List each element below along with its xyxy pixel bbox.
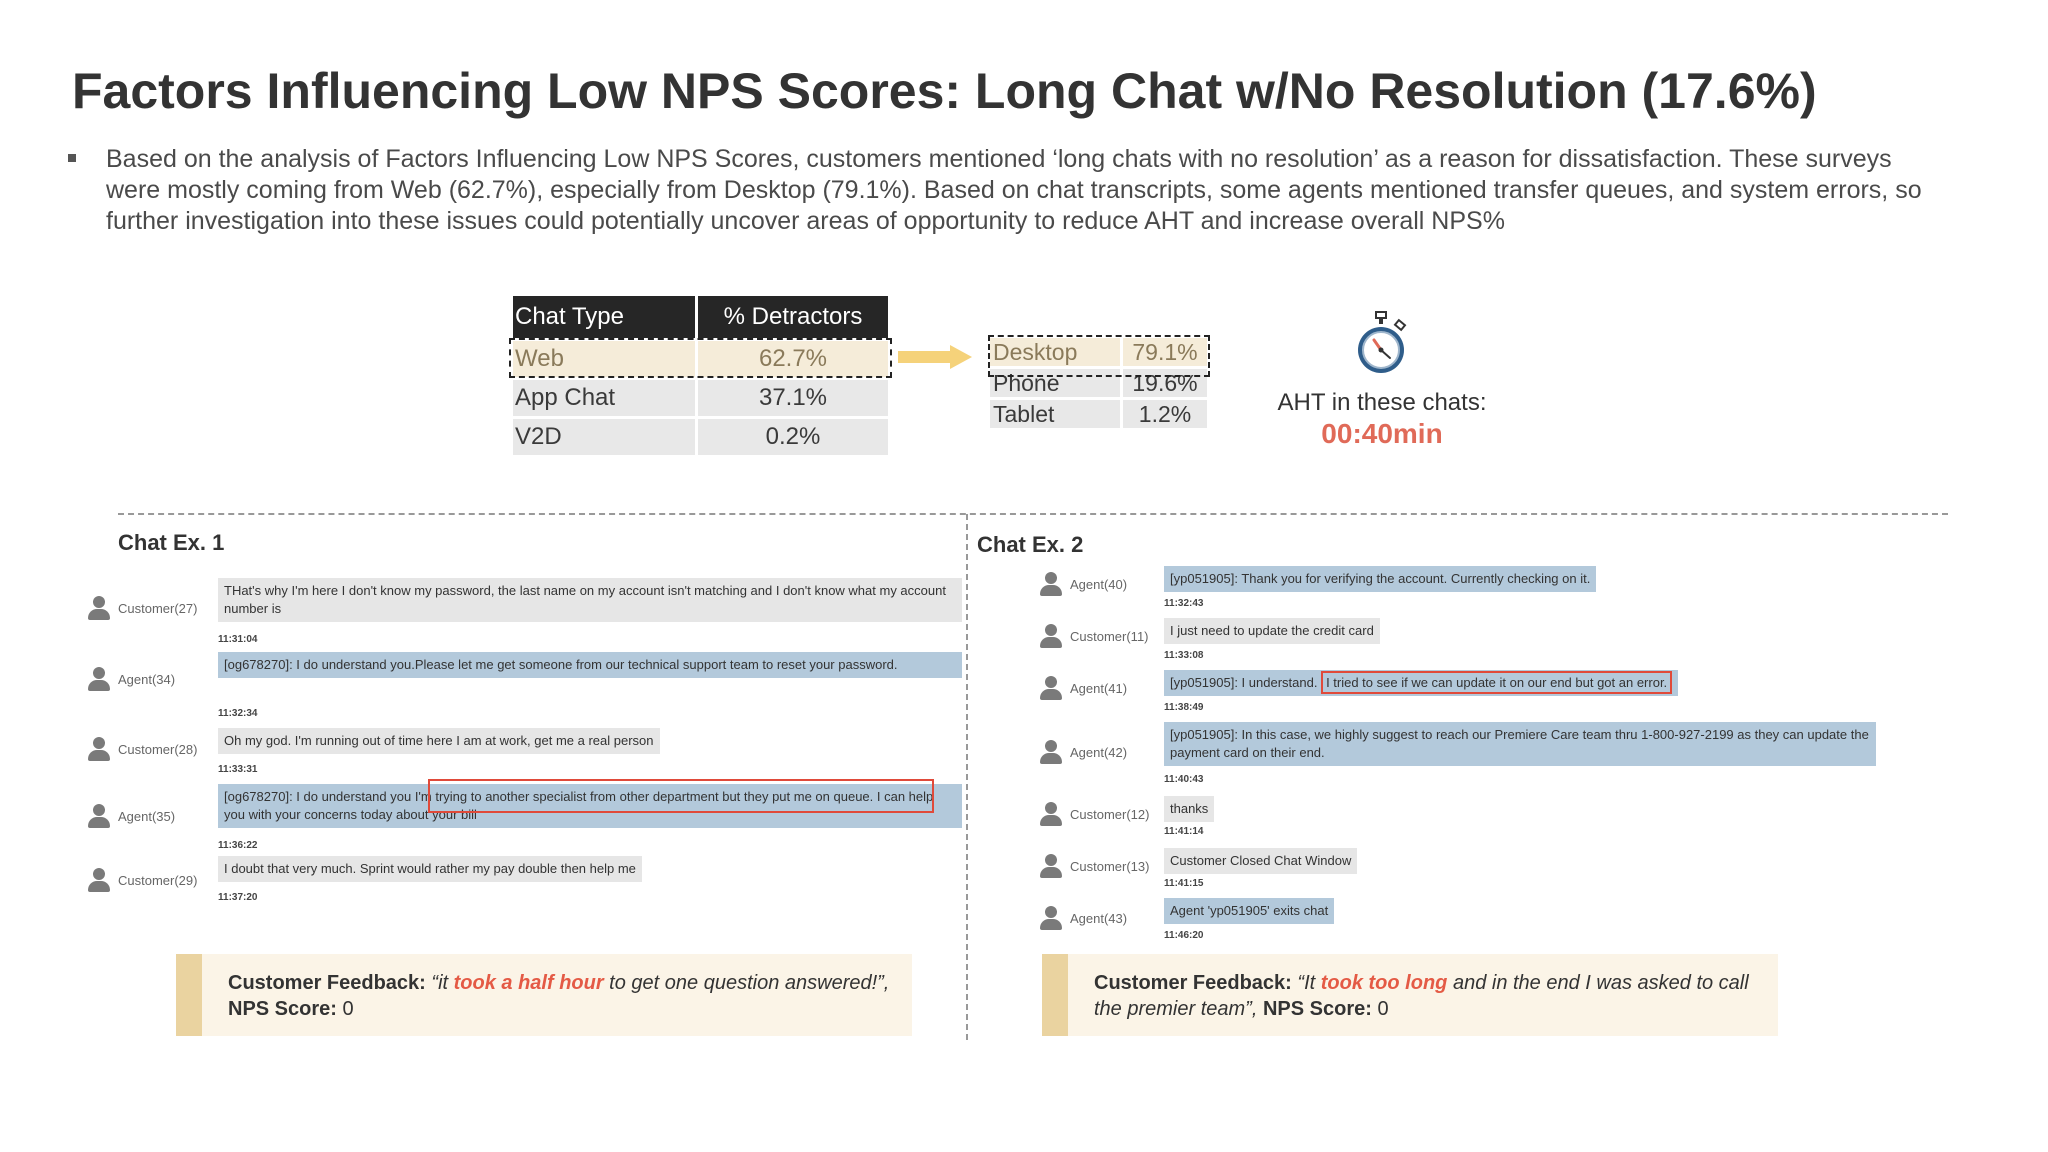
user-icon [88, 596, 110, 620]
chat-participant: Customer(11) [1040, 624, 1149, 648]
chat-timestamp: 11:31:04 [218, 634, 258, 645]
user-icon [88, 667, 110, 691]
chat-timestamp: 11:33:31 [218, 764, 258, 775]
highlight-box [428, 779, 934, 813]
row-value: 19.6% [1123, 369, 1207, 397]
table-row: Desktop 79.1% [990, 338, 1207, 366]
chat-message: [yp051905]: I understand. I tried to see… [1164, 670, 1679, 696]
row-label: Phone [990, 369, 1120, 397]
user-icon [88, 868, 110, 892]
table-row: Phone 19.6% [990, 369, 1207, 397]
user-icon [1040, 572, 1062, 596]
row-value: 37.1% [698, 380, 888, 416]
chat1-transcript: Customer(27) THat's why I'm here I don't… [88, 572, 962, 912]
chat-timestamp: 11:41:14 [1164, 826, 1204, 837]
row-label: V2D [513, 419, 695, 455]
chat-message: Agent 'yp051905' exits chat [1164, 898, 1335, 924]
stopwatch-icon [1358, 311, 1407, 373]
chat-participant: Agent(43) [1040, 906, 1127, 930]
row-label: App Chat [513, 380, 695, 416]
row-label: Desktop [990, 338, 1120, 366]
chat-participant: Customer(13) [1040, 854, 1149, 878]
aht-value: 00:40min [1321, 418, 1443, 449]
chat-timestamp: 11:40:43 [1164, 774, 1204, 785]
column-divider [966, 514, 968, 1040]
row-label: Web [513, 341, 695, 377]
chat-participant: Customer(27) [88, 596, 197, 620]
chat-message: thanks [1164, 796, 1215, 822]
user-icon [1040, 624, 1062, 648]
chat-type-table: Chat Type % Detractors Web 62.7% App Cha… [510, 293, 891, 458]
table-row: V2D 0.2% [513, 419, 888, 455]
chat-timestamp: 11:36:22 [218, 840, 258, 851]
user-icon [1040, 740, 1062, 764]
customer-feedback-1: Customer Feedback: “it took a half hour … [176, 954, 912, 1036]
chat2-title: Chat Ex. 2 [977, 532, 1084, 557]
chat-participant: Customer(29) [88, 868, 197, 892]
user-icon [88, 737, 110, 761]
arrow-right-icon-head [950, 345, 972, 369]
header-chat-type: Chat Type [513, 296, 695, 338]
table-row: Tablet 1.2% [990, 400, 1207, 428]
user-icon [1040, 802, 1062, 826]
chat-message: I doubt that very much. Sprint would rat… [218, 856, 642, 882]
chat1-title: Chat Ex. 1 [118, 530, 225, 555]
row-value: 1.2% [1123, 400, 1207, 428]
chat-participant: Agent(42) [1040, 740, 1127, 764]
chat-participant: Agent(35) [88, 804, 175, 828]
row-value: 79.1% [1123, 338, 1207, 366]
aht-label: AHT in these chats: [1277, 389, 1487, 416]
user-icon [1040, 906, 1062, 930]
chat2-transcript: Agent(40) [yp051905]: Thank you for veri… [1040, 560, 1880, 946]
header-detractors: % Detractors [698, 296, 888, 338]
highlight-box: I tried to see if we can update it on ou… [1321, 671, 1673, 694]
chat-message: [yp051905]: In this case, we highly sugg… [1164, 722, 1876, 766]
chat-message: THat's why I'm here I don't know my pass… [218, 578, 962, 622]
feedback-accent-bar [176, 954, 202, 1036]
user-icon [1040, 854, 1062, 878]
arrow-right-icon [898, 351, 950, 363]
feedback-accent-bar [1042, 954, 1068, 1036]
chat-timestamp: 11:46:20 [1164, 930, 1204, 941]
user-icon [1040, 676, 1062, 700]
chat-participant: Agent(41) [1040, 676, 1127, 700]
chat-timestamp: 11:37:20 [218, 892, 258, 903]
chat-message: Customer Closed Chat Window [1164, 848, 1358, 874]
chat-message: [yp051905]: Thank you for verifying the … [1164, 566, 1597, 592]
chat-timestamp: 11:32:43 [1164, 598, 1204, 609]
user-icon [88, 804, 110, 828]
chat-message: [og678270]: I do understand you I'm tryi… [218, 784, 962, 828]
table-row: Web 62.7% [513, 341, 888, 377]
page-title: Factors Influencing Low NPS Scores: Long… [72, 63, 1817, 119]
row-value: 0.2% [698, 419, 888, 455]
section-divider [118, 513, 1948, 515]
table-row: App Chat 37.1% [513, 380, 888, 416]
chat-timestamp: 11:41:15 [1164, 878, 1204, 889]
chat-timestamp: 11:32:34 [218, 708, 258, 719]
customer-feedback-2: Customer Feedback: “It took too long and… [1042, 954, 1778, 1036]
desktop-highlight-box [988, 335, 1210, 377]
chat-message: Oh my god. I'm running out of time here … [218, 728, 660, 754]
feedback-text: Customer Feedback: “it took a half hour … [228, 972, 890, 1020]
chat-participant: Customer(12) [1040, 802, 1149, 826]
chat-participant: Agent(40) [1040, 572, 1127, 596]
row-label: Tablet [990, 400, 1120, 428]
row-value: 62.7% [698, 341, 888, 377]
chat-message: [og678270]: I do understand you.Please l… [218, 652, 962, 678]
chat-participant: Customer(28) [88, 737, 197, 761]
feedback-text: Customer Feedback: “It took too long and… [1094, 972, 1749, 1020]
bullet-marker [68, 154, 76, 162]
chat-timestamp: 11:38:49 [1164, 702, 1204, 713]
web-breakdown-table: Desktop 79.1% Phone 19.6% Tablet 1.2% [987, 335, 1210, 431]
chat-participant: Agent(34) [88, 667, 175, 691]
chat-message: I just need to update the credit card [1164, 618, 1380, 644]
web-highlight-box [509, 338, 892, 378]
chat-timestamp: 11:33:08 [1164, 650, 1204, 661]
summary-text: Based on the analysis of Factors Influen… [106, 145, 1922, 235]
